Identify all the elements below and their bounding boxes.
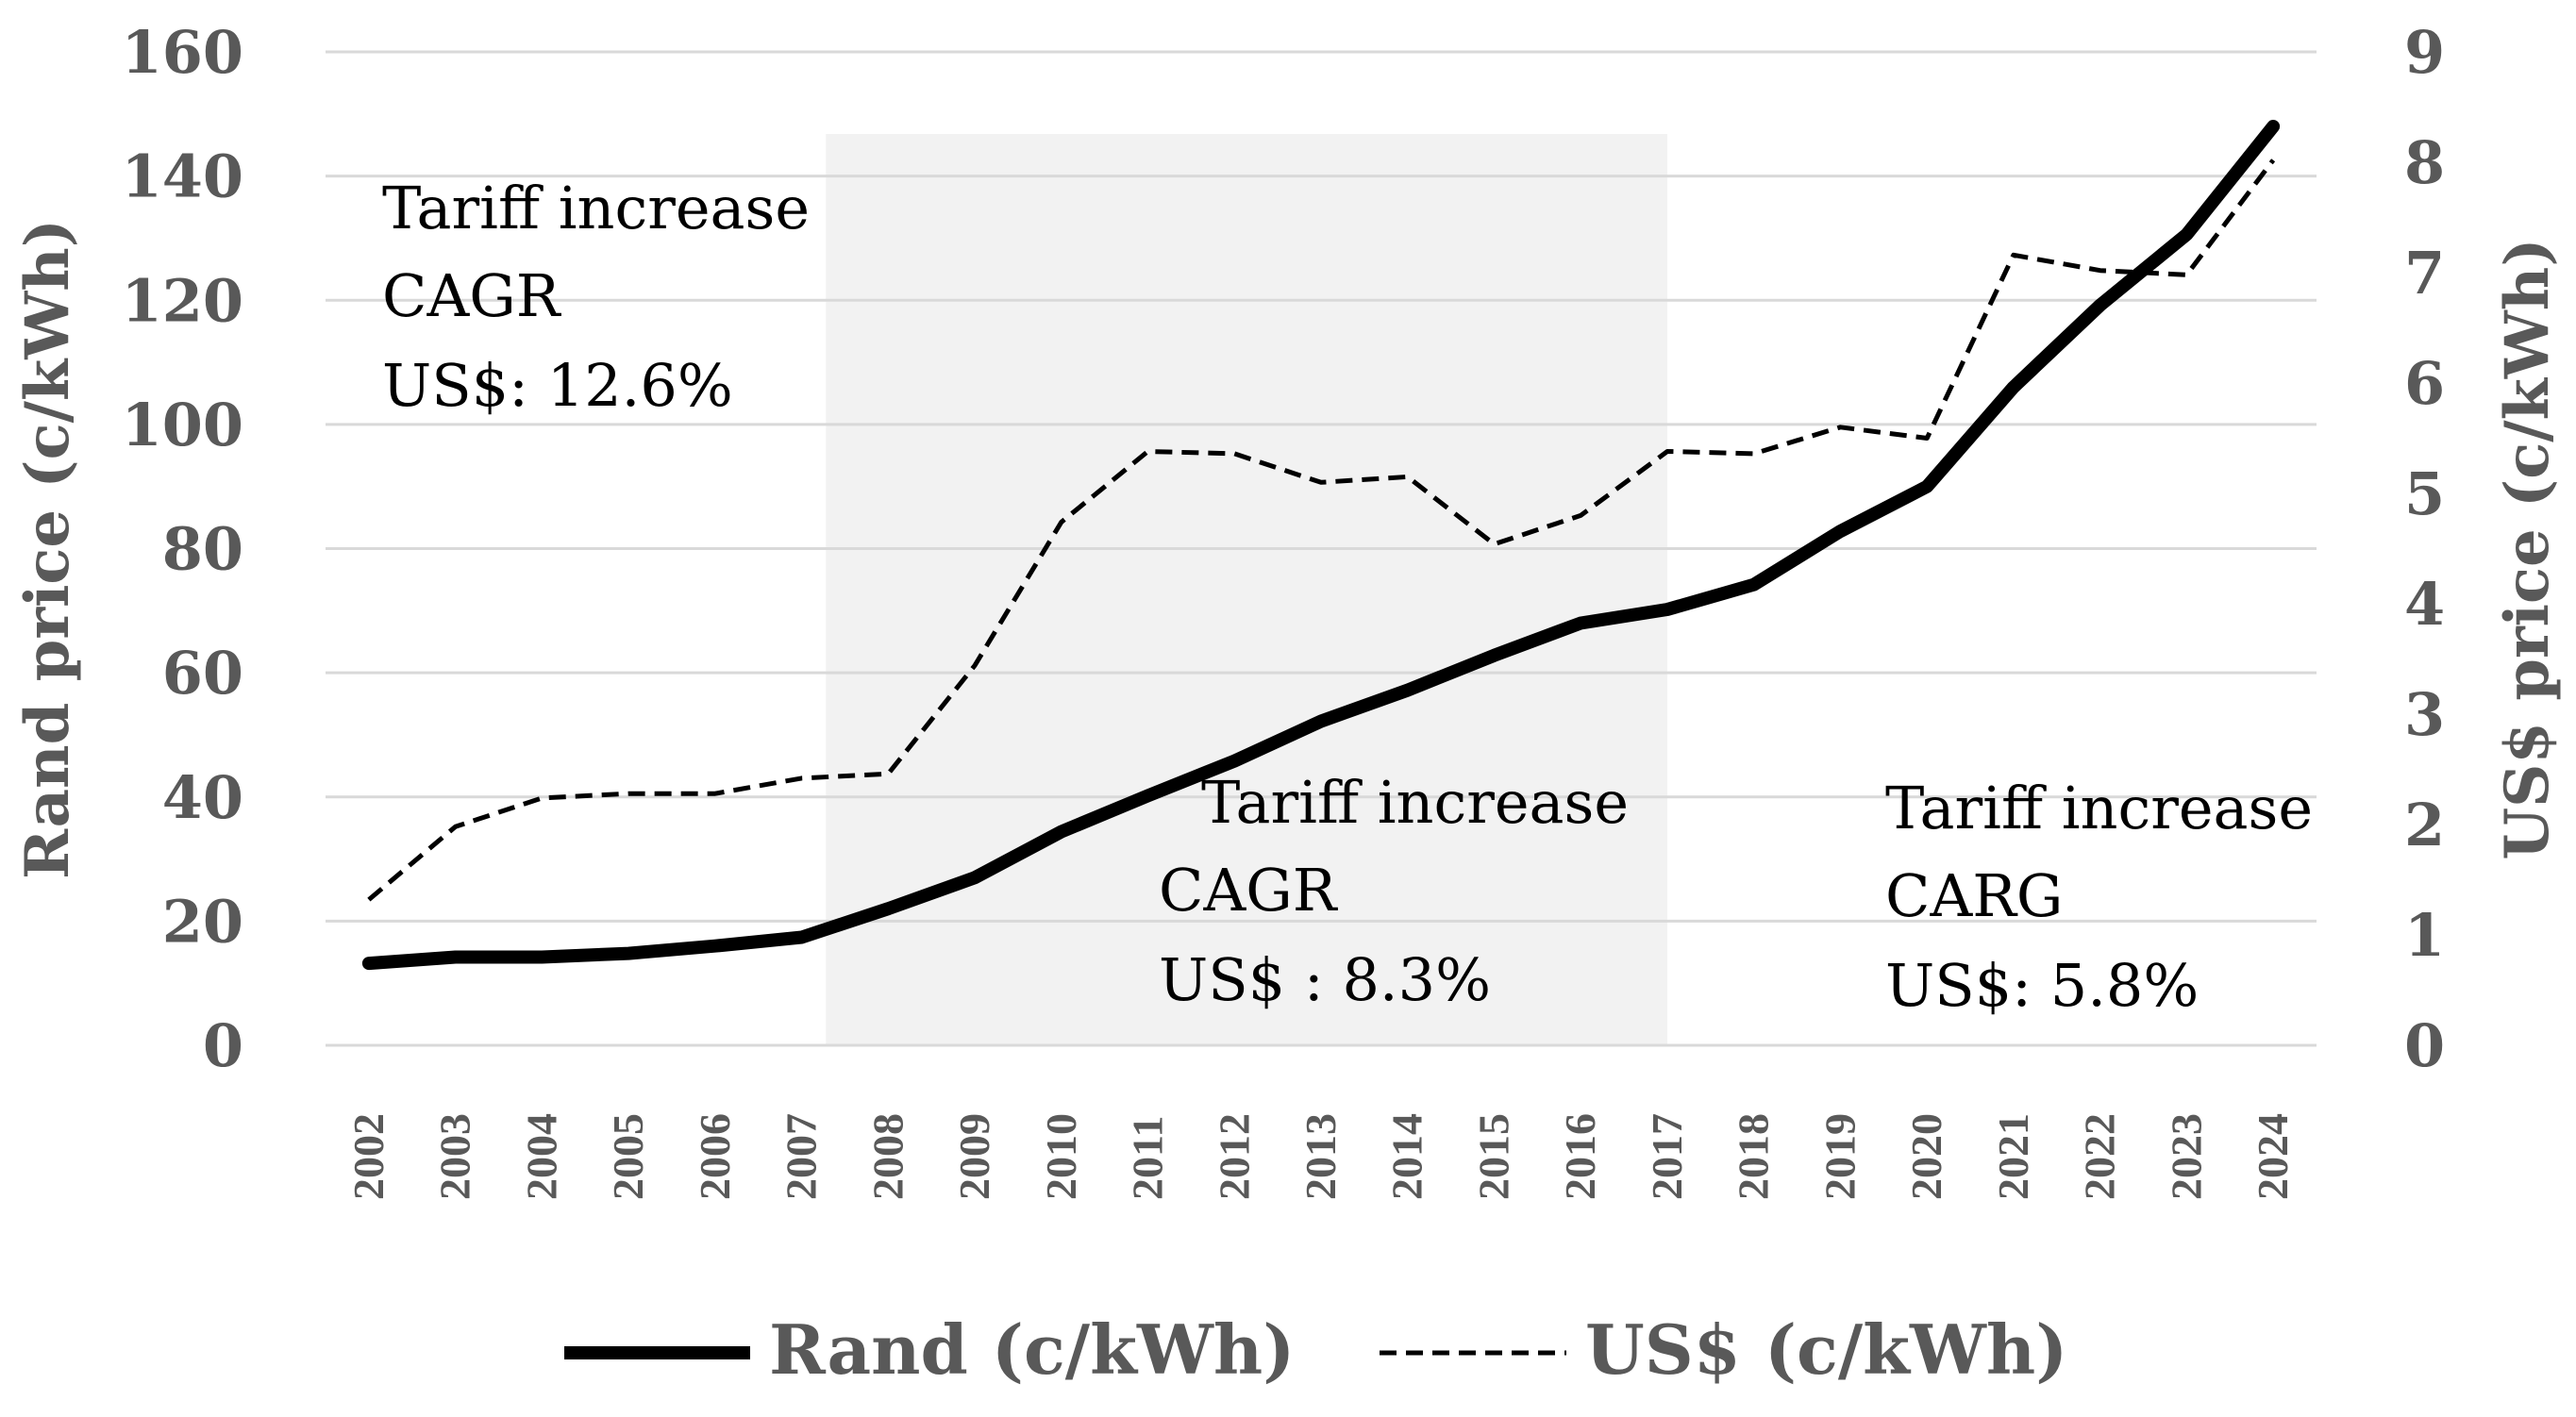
y-axis-title-group: Rand price (c/kWh) [12, 219, 83, 879]
y-tick-label: 20 [162, 887, 243, 956]
annotation-line: Tariff increase [382, 174, 810, 242]
x-tick-label: 2011 [1124, 1116, 1172, 1200]
x-tick-label: 2005 [604, 1113, 652, 1200]
x-tick-label: 2009 [950, 1113, 998, 1200]
y-tick-label: 100 [122, 391, 243, 459]
y-tick-label: 120 [122, 266, 243, 335]
annotation-line: US$: 5.8% [1885, 951, 2199, 1020]
x-tick-label: 2016 [1556, 1113, 1604, 1200]
y2-tick-label: 1 [2404, 901, 2445, 970]
x-tick-label: 2015 [1469, 1113, 1517, 1200]
y2-tick-label: 9 [2404, 18, 2445, 87]
x-tick-label-group: 2004 [517, 1113, 565, 1200]
x-tick-label-group: 2005 [604, 1113, 652, 1200]
x-tick-label: 2003 [431, 1113, 479, 1200]
x-tick-label: 2019 [1815, 1113, 1864, 1200]
x-tick-label: 2021 [1989, 1113, 2037, 1200]
legend-label-rand: Rand (c/kWh) [769, 1309, 1295, 1390]
annotation-line: CAGR [382, 261, 562, 330]
x-tick-label-group: 2024 [2249, 1113, 2297, 1200]
x-tick-label-group: 2023 [2162, 1113, 2210, 1200]
x-tick-label-group: 2017 [1643, 1113, 1691, 1200]
annotation-line: Tariff increase [1885, 774, 2313, 842]
x-tick-label-group: 2009 [950, 1113, 998, 1200]
x-tick-label: 2004 [517, 1113, 565, 1200]
x-tick-label-group: 2010 [1037, 1113, 1085, 1200]
x-tick-label-group: 2014 [1383, 1113, 1431, 1200]
annotation-line: US$: 12.6% [382, 351, 733, 420]
annotation-line: Tariff increase [1201, 768, 1629, 837]
shaded-region [826, 134, 1667, 1045]
y-tick-label: 60 [162, 639, 243, 708]
x-tick-label-group: 2007 [778, 1113, 826, 1200]
x-tick-label-group: 2018 [1730, 1113, 1778, 1200]
annotation-line: CAGR [1159, 856, 1339, 925]
x-tick-label: 2012 [1210, 1113, 1258, 1200]
y2-tick-label: 7 [2404, 239, 2445, 308]
x-tick-label-group: 2011 [1124, 1116, 1172, 1200]
y2-tick-label: 4 [2404, 570, 2445, 639]
x-tick-label: 2010 [1037, 1113, 1085, 1200]
annotation-line: CARG [1885, 861, 2063, 930]
x-tick-label: 2014 [1383, 1113, 1431, 1200]
y2-tick-label: 5 [2404, 459, 2445, 528]
x-tick-label-group: 2012 [1210, 1113, 1258, 1200]
x-tick-label: 2020 [1902, 1113, 1950, 1200]
annotation-line: US$ : 8.3% [1159, 945, 1491, 1014]
x-tick-label: 2002 [344, 1113, 393, 1200]
x-tick-label: 2024 [2249, 1113, 2297, 1200]
annotation-2: Tariff increase CAGR US$ : 8.3% [1159, 768, 1629, 1014]
x-tick-label-group: 2022 [2076, 1113, 2124, 1200]
x-tick-label-group: 2016 [1556, 1113, 1604, 1200]
x-tick-label: 2022 [2076, 1113, 2124, 1200]
x-tick-label-group: 2015 [1469, 1113, 1517, 1200]
x-tick-label-group: 2002 [344, 1113, 393, 1200]
x-tick-label-group: 2020 [1902, 1113, 1950, 1200]
legend: Rand (c/kWh) US$ (c/kWh) [564, 1309, 2067, 1390]
y-tick-label: 40 [162, 763, 243, 832]
legend-label-usd: US$ (c/kWh) [1585, 1309, 2067, 1390]
x-tick-label-group: 2021 [1989, 1113, 2037, 1200]
x-tick-label-group: 2008 [863, 1113, 912, 1200]
y-tick-label: 160 [122, 18, 243, 87]
y-tick-label: 0 [203, 1011, 243, 1080]
x-tick-label: 2017 [1643, 1113, 1691, 1200]
x-tick-label: 2006 [691, 1113, 739, 1200]
y2-axis-title-group: US$ price (c/kWh) [2492, 238, 2563, 859]
y2-tick-label: 0 [2404, 1011, 2445, 1080]
annotation-3: Tariff increase CARG US$: 5.8% [1885, 774, 2313, 1020]
x-tick-label: 2013 [1296, 1113, 1345, 1200]
x-tick-label-group: 2006 [691, 1113, 739, 1200]
y2-tick-label: 8 [2404, 128, 2445, 197]
y-axis-title: Rand price (c/kWh) [12, 219, 83, 879]
x-tick-label-group: 2003 [431, 1113, 479, 1200]
x-tick-label: 2008 [863, 1113, 912, 1200]
x-tick-label: 2023 [2162, 1113, 2210, 1200]
x-tick-label: 2018 [1730, 1113, 1778, 1200]
x-tick-label: 2007 [778, 1113, 826, 1200]
y-tick-label: 80 [162, 515, 243, 584]
x-tick-label-group: 2013 [1296, 1113, 1345, 1200]
annotation-1: Tariff increase CAGR US$: 12.6% [382, 174, 810, 420]
y-tick-label: 140 [122, 142, 243, 211]
x-tick-label-group: 2019 [1815, 1113, 1864, 1200]
y2-tick-label: 2 [2404, 791, 2445, 859]
y2-axis-title: US$ price (c/kWh) [2492, 238, 2563, 859]
y2-tick-label: 6 [2404, 349, 2445, 418]
y2-tick-label: 3 [2404, 680, 2445, 749]
